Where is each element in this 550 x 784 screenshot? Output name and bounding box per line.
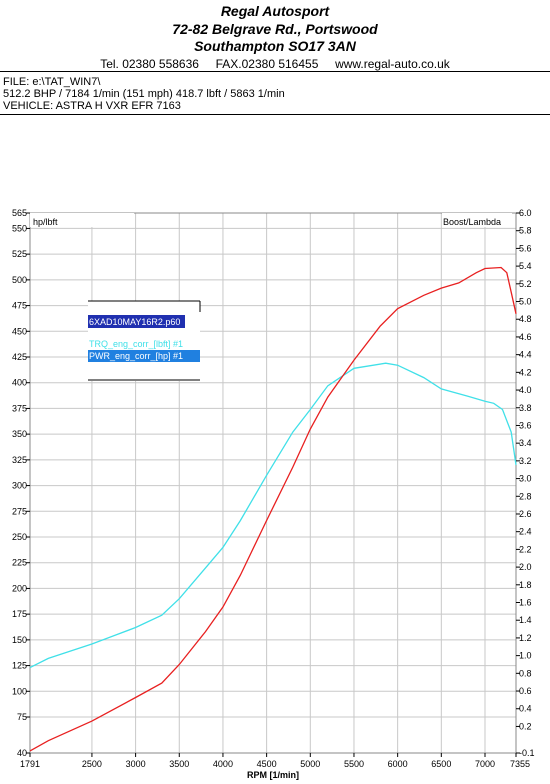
x-tick-label: 3000 [126,759,146,769]
vehicle-name: VEHICLE: ASTRA H VXR EFR 7163 [3,100,181,112]
x-tick-label: 7355 [510,759,530,769]
x-tick-label: 4000 [213,759,233,769]
legend-box: 6XAD10MAY16R2.p60 TRQ_eng_corr_[lbft] #1… [88,300,201,381]
right-tick-label: 0.2 [519,721,532,731]
right-tick-label: 2.6 [519,509,532,519]
left-tick-label: 425 [12,352,27,362]
peak-results: 512.2 BHP / 7184 1/min (151 mph) 418.7 l… [3,88,285,100]
right-tick-label: 1.8 [519,580,532,590]
left-tick-label: 565 [12,208,27,218]
right-tick-label: 2.4 [519,527,532,537]
left-tick-label: 200 [12,583,27,593]
website: www.regal-auto.co.uk [335,57,450,71]
x-tick-label: 5000 [300,759,320,769]
right-tick-label: 3.4 [519,438,532,448]
right-tick-label: 3.2 [519,456,532,466]
left-tick-label: 450 [12,326,27,336]
contact-line: Tel. 02380 558636 FAX.02380 516455 www.r… [0,57,550,71]
x-tick-label: 3500 [169,759,189,769]
x-axis-label: RPM [1/min] [247,770,299,780]
left-tick-label: 75 [17,712,27,722]
right-tick-label: 4.8 [519,314,532,324]
legend-torque-label: TRQ_eng_corr_[lbft] #1 [89,339,183,349]
right-axis-ticks: -0.1 0.2 0.4 0.6 0.8 1.0 1.2 1.4 1.6 1.8 2.0 2.2 2.4… [516,208,535,758]
company-address-line1: 72-82 Belgrave Rd., Portswood [172,21,378,37]
left-tick-label: 250 [12,532,27,542]
left-tick-label: 375 [12,403,27,413]
left-tick-label: 300 [12,481,27,491]
left-tick-label: 400 [12,378,27,388]
right-tick-label: 0.8 [519,668,532,678]
right-tick-label: 2.2 [519,544,532,554]
header-divider [0,71,550,72]
right-tick-label: 2.8 [519,491,532,501]
left-tick-label: 40 [17,748,27,758]
left-axis-ticks: 40 75 100 125 150 175 200 225 250 275 300 325 350 375… [12,208,30,758]
right-tick-label: 5.8 [519,226,532,236]
right-axis-label: Boost/Lambda [443,217,501,227]
right-tick-label: 1.2 [519,633,532,643]
file-path: FILE: e:\TAT_WIN7\ [3,76,101,88]
right-tick-label: 6.0 [519,208,532,218]
right-tick-label: 4.2 [519,367,532,377]
fax: FAX.02380 516455 [215,57,319,71]
right-tick-label: 5.6 [519,243,532,253]
left-tick-label: 125 [12,661,27,671]
left-tick-label: 275 [12,506,27,516]
x-axis-ticks: 1791 2500 3000 3500 4000 4500 5000 5500 6000 6500… [20,753,530,769]
right-tick-label: 3.6 [519,420,532,430]
left-tick-label: 550 [12,223,27,233]
right-tick-label: 5.0 [519,297,532,307]
right-tick-label: 3.8 [519,403,532,413]
x-tick-label: 5500 [344,759,364,769]
right-tick-label: 5.2 [519,279,532,289]
company-name: Regal Autosport [220,3,330,19]
power-curve [29,266,517,752]
x-tick-label: 1791 [20,759,40,769]
chart-grid [30,213,516,753]
right-tick-label: 3.0 [519,474,532,484]
right-tick-label: 4.6 [519,332,532,342]
left-tick-label: 150 [12,635,27,645]
left-label-box [30,213,134,227]
x-tick-label: 7000 [475,759,495,769]
x-tick-label: 4500 [257,759,277,769]
info-divider [0,114,550,115]
left-tick-label: 100 [12,686,27,696]
left-tick-label: 225 [12,558,27,568]
curves [29,266,517,752]
telephone: Tel. 02380 558636 [100,57,199,71]
right-tick-label: 5.4 [519,261,532,271]
left-tick-label: 175 [12,609,27,619]
x-tick-label: 6000 [388,759,408,769]
left-tick-label: 325 [12,455,27,465]
x-tick-label: 6500 [431,759,451,769]
left-tick-label: 350 [12,429,27,439]
right-tick-label: 4.0 [519,385,532,395]
left-tick-label: 500 [12,275,27,285]
right-tick-label: 1.6 [519,598,532,608]
right-tick-label: 1.0 [519,651,532,661]
company-address-line2: Southampton SO17 3AN [194,38,356,54]
right-tick-label: 2.0 [519,562,532,572]
right-tick-label: 1.4 [519,615,532,625]
right-tick-label: 0.6 [519,686,532,696]
right-label-box [442,213,512,227]
plot-frame [29,212,517,754]
x-tick-label: 2500 [82,759,102,769]
legend-file-label: 6XAD10MAY16R2.p60 [89,317,180,327]
torque-curve [29,362,517,669]
left-axis-label: hp/lbft [33,217,58,227]
legend-power-label: PWR_eng_corr_[hp] #1 [89,351,183,361]
right-tick-label: 0.4 [519,704,532,714]
right-tick-label: -0.1 [519,748,535,758]
right-tick-label: 4.4 [519,350,532,360]
left-tick-label: 475 [12,301,27,311]
left-tick-label: 525 [12,249,27,259]
